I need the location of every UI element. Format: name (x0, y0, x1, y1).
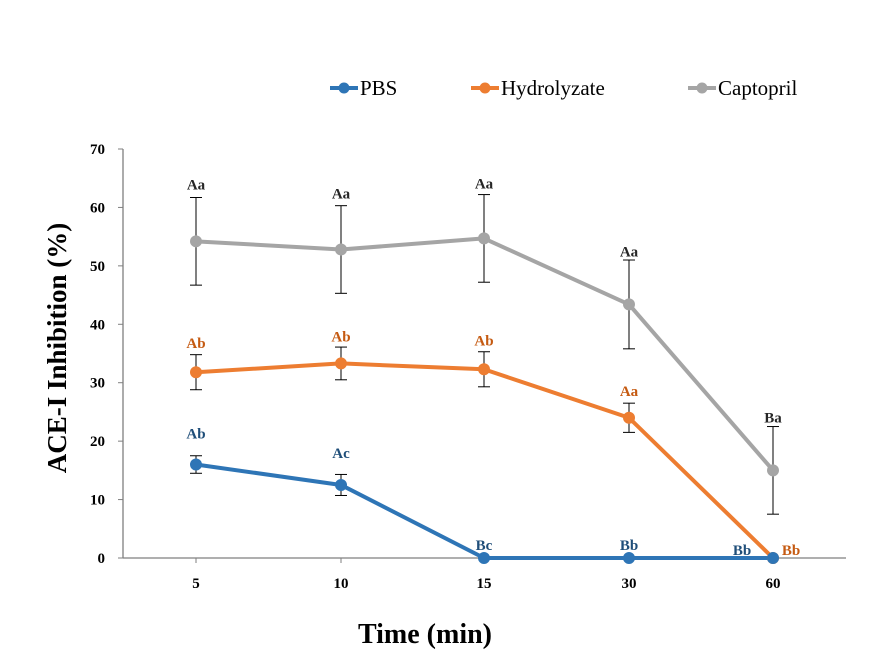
annotation-pbs: Ab (186, 427, 205, 443)
annotation-pbs: Ac (332, 446, 350, 462)
data-point-captopril (767, 464, 779, 477)
annotation-captopril: Aa (187, 177, 206, 193)
x-tick-label: 15 (477, 576, 492, 592)
legend-label: Hydrolyzate (501, 76, 605, 100)
legend-item-captopril: Captopril (688, 76, 797, 100)
y-axis-title: ACE-I Inhibition (%) (42, 223, 72, 474)
data-point-hydrolyzate (190, 366, 202, 379)
data-point-hydrolyzate (335, 357, 347, 370)
x-tick-label: 5 (192, 576, 200, 592)
legend-item-hydrolyzate: Hydrolyzate (471, 76, 605, 100)
data-point-captopril (335, 243, 347, 256)
data-point-pbs (190, 458, 202, 471)
series-lines (195, 236, 775, 560)
annotation-captopril: Aa (475, 176, 494, 192)
annotation-hydrolyzate: Bb (782, 543, 800, 559)
data-point-hydrolyzate (623, 411, 635, 424)
legend-label: Captopril (718, 76, 797, 100)
y-tick-label: 40 (90, 317, 105, 333)
legend: PBS Hydrolyzate Captopril (330, 76, 797, 100)
annotation-hydrolyzate: Ab (186, 336, 205, 352)
annotation-pbs: Bc (476, 538, 493, 554)
legend-item-pbs: PBS (330, 76, 397, 100)
y-tick-label: 0 (98, 551, 106, 567)
legend-label: PBS (360, 76, 397, 100)
annotation-hydrolyzate: Ab (474, 333, 493, 349)
annotation-pbs: Bb (620, 538, 638, 554)
series-points (190, 232, 779, 564)
x-tick-label: 60 (766, 576, 781, 592)
annotation-hydrolyzate: Ab (331, 329, 350, 345)
data-point-pbs (767, 552, 779, 564)
annotation-pbs: Bb (733, 543, 751, 559)
legend-marker (696, 82, 708, 94)
data-point-captopril (623, 298, 635, 311)
annotation-hydrolyzate: Aa (620, 384, 639, 400)
y-tick-label: 20 (90, 434, 105, 450)
legend-marker (338, 82, 350, 94)
annotation-captopril: Ba (764, 410, 782, 426)
series-line-hydrolyzate (195, 361, 775, 560)
y-tick-label: 10 (90, 493, 105, 509)
y-tick-label: 50 (90, 259, 105, 275)
x-axis-title: Time (min) (358, 619, 492, 650)
data-point-hydrolyzate (478, 363, 490, 376)
annotation-captopril: Aa (332, 186, 351, 202)
y-tick-label: 60 (90, 200, 105, 216)
annotation-captopril: Aa (620, 244, 639, 260)
data-point-pbs (478, 552, 490, 564)
data-point-captopril (190, 235, 202, 248)
y-tick-label: 30 (90, 376, 105, 392)
data-point-pbs (335, 478, 347, 491)
x-tick-label: 10 (334, 576, 349, 592)
x-tick-label: 30 (622, 576, 637, 592)
annotations: Ab Ac Bc Bb Bb Ab Ab Ab Aa Bb Aa Aa Aa Aa Ba (186, 176, 800, 559)
y-tick-label: 70 (90, 142, 105, 158)
legend-marker (479, 82, 491, 94)
data-point-captopril (478, 232, 490, 245)
data-point-pbs (623, 552, 635, 564)
